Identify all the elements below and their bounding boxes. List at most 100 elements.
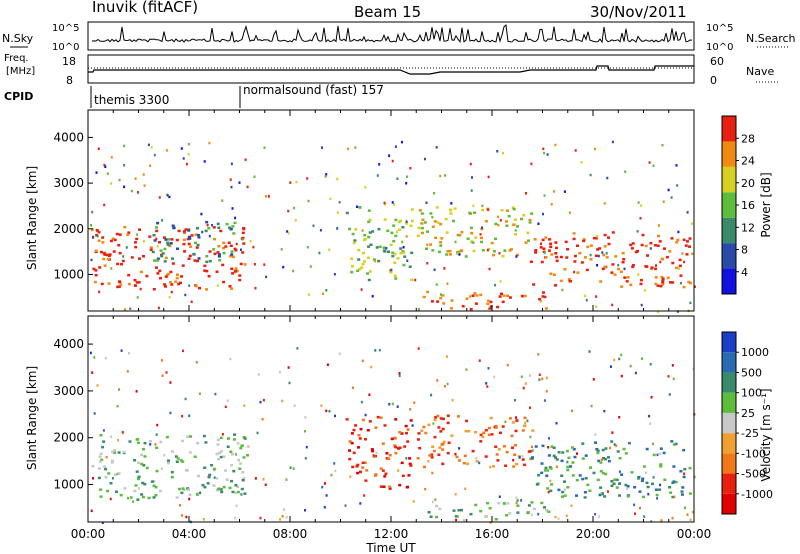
data-cell [182,157,185,160]
data-cell [334,414,336,418]
data-cell [374,349,377,352]
data-cell [620,374,623,378]
data-cell [140,493,144,496]
data-cell [126,233,130,237]
data-cell [679,274,683,277]
data-cell [671,516,674,520]
data-cell [398,372,401,375]
data-cell [645,447,649,451]
data-cell [592,236,596,240]
data-cell [394,418,398,421]
data-cell [213,237,216,241]
data-cell [526,511,530,514]
data-cell [661,283,665,286]
data-cell [563,190,566,193]
data-cell [676,184,679,187]
data-cell [228,486,232,490]
data-cell [649,247,652,250]
data-cell [388,403,391,406]
data-cell [99,434,103,437]
data-cell [471,241,475,244]
data-cell [133,284,136,287]
data-cell [137,475,141,479]
data-cell [432,422,435,425]
data-cell [157,306,160,310]
data-cell [133,278,137,282]
data-cell [217,253,221,256]
data-cell [442,302,446,305]
data-cell [620,473,624,476]
data-cell [160,254,164,258]
data-cell [511,206,515,209]
data-cell [107,472,111,475]
data-cell [230,253,234,256]
data-cell [115,232,119,236]
data-cell [256,431,259,435]
nave-tick-top: 60 [710,55,724,68]
data-cell [216,251,220,254]
data-cell [457,459,461,462]
data-cell [667,188,670,192]
data-cell [572,237,576,241]
data-cell [103,264,107,267]
data-cell [475,456,478,460]
data-cell [546,487,550,490]
data-cell [531,449,534,452]
data-cell [654,267,658,271]
data-cell [646,485,650,489]
data-cell [385,457,389,460]
data-cell [161,219,163,222]
data-cell [557,517,560,520]
data-cell [262,398,265,402]
data-cell [198,286,201,290]
nsky-tick-bottom: 10^0 [52,42,79,53]
data-cell [505,220,508,223]
data-cell [425,247,428,250]
data-cell [539,299,542,303]
data-cell [364,186,367,189]
data-cell [511,421,515,424]
data-cell [652,164,655,168]
data-cell [185,162,188,166]
data-cell [431,500,434,504]
data-cell [193,259,197,262]
data-cell [158,196,161,199]
data-cell [206,223,209,227]
data-cell [439,174,442,178]
data-cell [358,206,362,209]
data-cell [537,512,540,516]
data-cell [368,420,372,423]
data-cell [360,400,363,404]
data-cell [208,234,211,238]
data-cell [100,458,104,462]
data-cell [406,175,408,178]
data-cell [649,422,652,425]
data-cell [140,453,144,457]
data-cell [188,497,191,501]
data-cell [181,514,184,517]
data-cell [387,250,390,253]
data-cell [489,416,493,420]
data-cell [338,201,341,204]
data-cell [575,478,579,482]
data-cell [446,414,450,417]
data-cell [285,478,288,481]
data-cell [182,488,186,492]
data-cell [406,428,410,431]
data-cell [231,272,235,275]
data-cell [278,370,281,374]
data-cell [188,284,191,287]
data-cell [263,146,266,149]
data-cell [515,462,519,466]
data-cell [129,496,133,499]
data-cell [515,255,518,258]
data-cell [530,513,533,517]
data-cell [123,144,126,148]
data-cell [229,244,233,247]
data-cell [241,251,245,254]
data-cell [391,402,394,406]
data-cell [181,460,185,463]
data-cell [142,173,145,176]
data-cell [374,426,378,429]
data-cell [654,488,658,491]
